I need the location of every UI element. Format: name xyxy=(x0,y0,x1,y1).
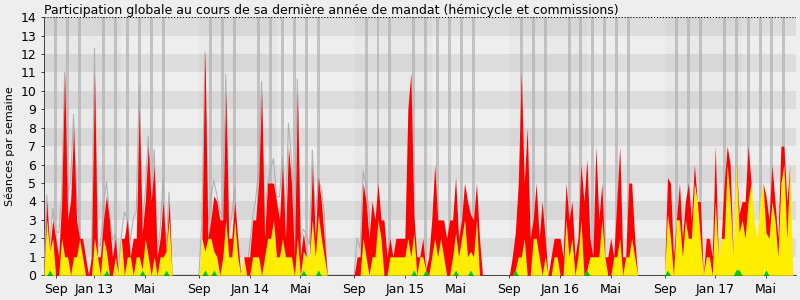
Bar xyxy=(257,17,260,275)
Bar xyxy=(78,17,81,275)
Bar xyxy=(44,17,122,275)
Bar xyxy=(627,17,630,275)
Bar xyxy=(44,109,796,128)
Text: Participation globale au cours de sa dernière année de mandat (hémicycle et comm: Participation globale au cours de sa der… xyxy=(44,4,618,17)
Bar xyxy=(782,17,786,275)
Bar xyxy=(66,17,69,275)
Bar xyxy=(675,17,678,275)
Bar xyxy=(54,17,57,275)
Bar xyxy=(199,17,277,275)
Bar xyxy=(587,17,665,275)
Bar xyxy=(365,17,367,275)
Bar xyxy=(122,17,199,275)
Bar xyxy=(354,17,432,275)
Bar xyxy=(222,17,224,275)
Bar xyxy=(687,17,690,275)
Bar xyxy=(44,54,796,73)
Bar xyxy=(138,17,141,275)
Bar xyxy=(44,128,796,146)
Bar xyxy=(277,17,354,275)
Bar xyxy=(722,17,726,275)
Bar xyxy=(579,17,582,275)
Bar xyxy=(150,17,153,275)
Bar xyxy=(102,17,105,275)
Bar xyxy=(281,17,284,275)
Bar xyxy=(377,17,379,275)
Bar xyxy=(532,17,534,275)
Bar xyxy=(44,165,796,183)
Bar xyxy=(615,17,618,275)
Bar xyxy=(234,17,236,275)
Bar xyxy=(389,17,391,275)
Y-axis label: Séances par semaine: Séances par semaine xyxy=(4,86,14,206)
Bar xyxy=(603,17,606,275)
Bar xyxy=(432,17,510,275)
Bar xyxy=(44,202,796,220)
Bar xyxy=(44,183,796,202)
Bar xyxy=(699,17,702,275)
Bar xyxy=(44,17,796,36)
Bar xyxy=(210,17,212,275)
Bar xyxy=(293,17,296,275)
Bar xyxy=(734,17,738,275)
Bar xyxy=(665,17,742,275)
Bar xyxy=(44,36,796,54)
Bar xyxy=(412,17,415,275)
Bar xyxy=(44,257,796,275)
Bar xyxy=(114,17,117,275)
Bar xyxy=(44,220,796,238)
Bar xyxy=(472,17,475,275)
Bar xyxy=(567,17,570,275)
Bar xyxy=(460,17,463,275)
Bar xyxy=(770,17,774,275)
Bar xyxy=(269,17,272,275)
Bar xyxy=(742,17,796,275)
Bar xyxy=(126,17,129,275)
Bar xyxy=(44,238,796,257)
Bar xyxy=(317,17,320,275)
Bar xyxy=(44,73,796,91)
Bar xyxy=(162,17,165,275)
Bar xyxy=(424,17,427,275)
Bar xyxy=(448,17,451,275)
Bar xyxy=(544,17,546,275)
Bar xyxy=(44,146,796,165)
Bar xyxy=(436,17,439,275)
Bar xyxy=(520,17,522,275)
Bar xyxy=(510,17,587,275)
Bar xyxy=(758,17,762,275)
Bar xyxy=(591,17,594,275)
Bar xyxy=(305,17,308,275)
Bar xyxy=(44,91,796,109)
Bar xyxy=(746,17,750,275)
